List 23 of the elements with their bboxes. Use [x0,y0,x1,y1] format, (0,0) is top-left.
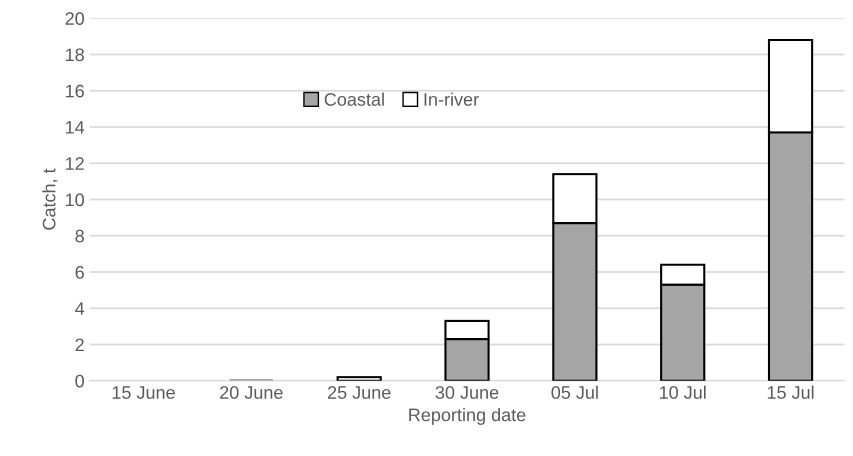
bar [336,376,382,381]
y-tick-label: 10 [66,193,84,206]
y-tick-label: 8 [75,230,84,242]
y-tick-label: 20 [66,12,84,25]
x-tick-label: 10 Jul [660,386,706,399]
y-tick-label: 12 [66,157,84,170]
y-tick-label: 4 [75,302,84,315]
y-tick-label: 6 [76,266,84,279]
legend-label: In-river [424,92,479,106]
legend-label: Coastal [324,92,384,106]
y-tick-label: 2 [76,338,84,352]
y-tick-label: 18 [66,48,84,62]
x-tick-label: 30 June [436,386,498,399]
y-axis-title: Catch, t [42,168,58,230]
x-axis-title: Reporting date [409,408,526,425]
x-tick-label: 20 June [220,386,283,399]
y-tick-label: 14 [66,121,84,134]
x-tick-label: 15 June [112,386,175,399]
y-tick-label: 16 [66,84,84,98]
y-tick-label: 0 [75,374,84,388]
x-tick-label: 15 Jul [768,386,814,399]
x-tick-label: 25 June [328,386,390,399]
x-tick-label: 05 Jul [551,386,598,399]
